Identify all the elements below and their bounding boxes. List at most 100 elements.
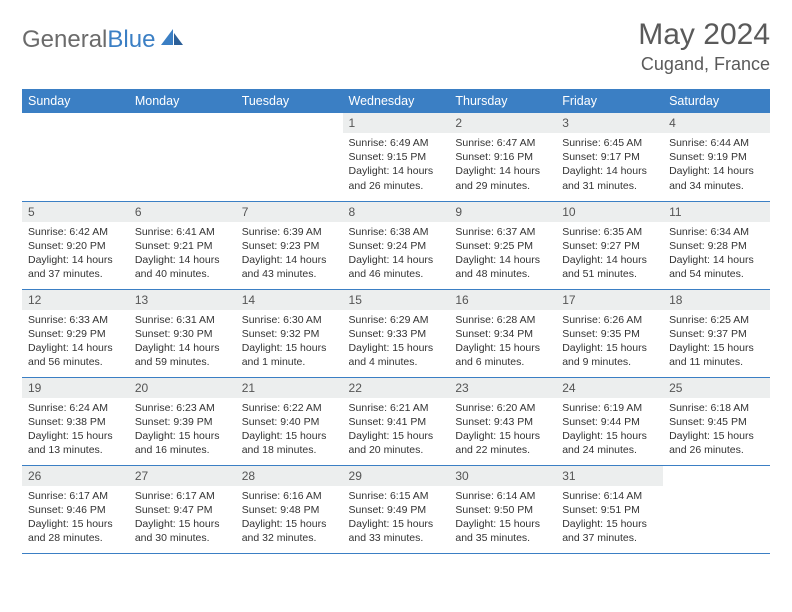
calendar-cell: 23Sunrise: 6:20 AMSunset: 9:43 PMDayligh… xyxy=(449,377,556,465)
day-details: Sunrise: 6:33 AMSunset: 9:29 PMDaylight:… xyxy=(22,310,129,376)
day-number: 2 xyxy=(449,113,556,133)
day-number: 7 xyxy=(236,202,343,222)
day-details: Sunrise: 6:49 AMSunset: 9:15 PMDaylight:… xyxy=(343,133,450,199)
day-number: 9 xyxy=(449,202,556,222)
day-number: 28 xyxy=(236,466,343,486)
calendar-cell: 4Sunrise: 6:44 AMSunset: 9:19 PMDaylight… xyxy=(663,113,770,201)
day-number: 24 xyxy=(556,378,663,398)
logo-part2: Blue xyxy=(107,26,155,53)
header: GeneralBlue May 2024 Cugand, France xyxy=(22,18,770,75)
weekday-header: Tuesday xyxy=(236,89,343,113)
day-details: Sunrise: 6:22 AMSunset: 9:40 PMDaylight:… xyxy=(236,398,343,464)
calendar-cell: 6Sunrise: 6:41 AMSunset: 9:21 PMDaylight… xyxy=(129,201,236,289)
day-details: Sunrise: 6:14 AMSunset: 9:51 PMDaylight:… xyxy=(556,486,663,552)
day-details: Sunrise: 6:16 AMSunset: 9:48 PMDaylight:… xyxy=(236,486,343,552)
calendar-row: 12Sunrise: 6:33 AMSunset: 9:29 PMDayligh… xyxy=(22,289,770,377)
day-number: 17 xyxy=(556,290,663,310)
weekday-header: Friday xyxy=(556,89,663,113)
calendar-row: 1Sunrise: 6:49 AMSunset: 9:15 PMDaylight… xyxy=(22,113,770,201)
calendar-cell xyxy=(129,113,236,201)
day-number: 16 xyxy=(449,290,556,310)
calendar-cell: 2Sunrise: 6:47 AMSunset: 9:16 PMDaylight… xyxy=(449,113,556,201)
day-number: 23 xyxy=(449,378,556,398)
day-number: 6 xyxy=(129,202,236,222)
day-details: Sunrise: 6:18 AMSunset: 9:45 PMDaylight:… xyxy=(663,398,770,464)
day-details: Sunrise: 6:25 AMSunset: 9:37 PMDaylight:… xyxy=(663,310,770,376)
day-details: Sunrise: 6:37 AMSunset: 9:25 PMDaylight:… xyxy=(449,222,556,288)
calendar-row: 19Sunrise: 6:24 AMSunset: 9:38 PMDayligh… xyxy=(22,377,770,465)
day-number: 29 xyxy=(343,466,450,486)
calendar-cell: 3Sunrise: 6:45 AMSunset: 9:17 PMDaylight… xyxy=(556,113,663,201)
day-number: 8 xyxy=(343,202,450,222)
day-details: Sunrise: 6:21 AMSunset: 9:41 PMDaylight:… xyxy=(343,398,450,464)
calendar-cell: 25Sunrise: 6:18 AMSunset: 9:45 PMDayligh… xyxy=(663,377,770,465)
day-number: 21 xyxy=(236,378,343,398)
day-details: Sunrise: 6:15 AMSunset: 9:49 PMDaylight:… xyxy=(343,486,450,552)
day-number: 27 xyxy=(129,466,236,486)
calendar-cell: 28Sunrise: 6:16 AMSunset: 9:48 PMDayligh… xyxy=(236,465,343,553)
weekday-header: Monday xyxy=(129,89,236,113)
calendar-cell: 8Sunrise: 6:38 AMSunset: 9:24 PMDaylight… xyxy=(343,201,450,289)
calendar-cell: 22Sunrise: 6:21 AMSunset: 9:41 PMDayligh… xyxy=(343,377,450,465)
day-number: 25 xyxy=(663,378,770,398)
day-number: 11 xyxy=(663,202,770,222)
day-details: Sunrise: 6:26 AMSunset: 9:35 PMDaylight:… xyxy=(556,310,663,376)
day-number: 18 xyxy=(663,290,770,310)
day-details: Sunrise: 6:29 AMSunset: 9:33 PMDaylight:… xyxy=(343,310,450,376)
day-details: Sunrise: 6:30 AMSunset: 9:32 PMDaylight:… xyxy=(236,310,343,376)
day-number: 1 xyxy=(343,113,450,133)
calendar-cell: 7Sunrise: 6:39 AMSunset: 9:23 PMDaylight… xyxy=(236,201,343,289)
day-details: Sunrise: 6:17 AMSunset: 9:46 PMDaylight:… xyxy=(22,486,129,552)
day-number: 26 xyxy=(22,466,129,486)
title-block: May 2024 Cugand, France xyxy=(638,18,770,75)
day-details: Sunrise: 6:14 AMSunset: 9:50 PMDaylight:… xyxy=(449,486,556,552)
calendar-cell: 11Sunrise: 6:34 AMSunset: 9:28 PMDayligh… xyxy=(663,201,770,289)
day-details: Sunrise: 6:41 AMSunset: 9:21 PMDaylight:… xyxy=(129,222,236,288)
day-number: 19 xyxy=(22,378,129,398)
day-number: 10 xyxy=(556,202,663,222)
day-details: Sunrise: 6:45 AMSunset: 9:17 PMDaylight:… xyxy=(556,133,663,199)
calendar-cell: 29Sunrise: 6:15 AMSunset: 9:49 PMDayligh… xyxy=(343,465,450,553)
day-details: Sunrise: 6:39 AMSunset: 9:23 PMDaylight:… xyxy=(236,222,343,288)
day-details: Sunrise: 6:31 AMSunset: 9:30 PMDaylight:… xyxy=(129,310,236,376)
calendar-cell: 31Sunrise: 6:14 AMSunset: 9:51 PMDayligh… xyxy=(556,465,663,553)
calendar-table: Sunday Monday Tuesday Wednesday Thursday… xyxy=(22,89,770,554)
calendar-cell xyxy=(22,113,129,201)
day-details: Sunrise: 6:28 AMSunset: 9:34 PMDaylight:… xyxy=(449,310,556,376)
calendar-cell: 19Sunrise: 6:24 AMSunset: 9:38 PMDayligh… xyxy=(22,377,129,465)
calendar-cell: 10Sunrise: 6:35 AMSunset: 9:27 PMDayligh… xyxy=(556,201,663,289)
calendar-cell: 14Sunrise: 6:30 AMSunset: 9:32 PMDayligh… xyxy=(236,289,343,377)
calendar-cell: 30Sunrise: 6:14 AMSunset: 9:50 PMDayligh… xyxy=(449,465,556,553)
sail-icon xyxy=(159,27,185,54)
day-number: 14 xyxy=(236,290,343,310)
day-details: Sunrise: 6:23 AMSunset: 9:39 PMDaylight:… xyxy=(129,398,236,464)
day-details: Sunrise: 6:19 AMSunset: 9:44 PMDaylight:… xyxy=(556,398,663,464)
day-number: 20 xyxy=(129,378,236,398)
day-number: 30 xyxy=(449,466,556,486)
day-number: 4 xyxy=(663,113,770,133)
day-number: 12 xyxy=(22,290,129,310)
calendar-cell: 17Sunrise: 6:26 AMSunset: 9:35 PMDayligh… xyxy=(556,289,663,377)
calendar-cell xyxy=(236,113,343,201)
day-details: Sunrise: 6:34 AMSunset: 9:28 PMDaylight:… xyxy=(663,222,770,288)
month-title: May 2024 xyxy=(638,18,770,52)
day-number: 15 xyxy=(343,290,450,310)
calendar-cell: 21Sunrise: 6:22 AMSunset: 9:40 PMDayligh… xyxy=(236,377,343,465)
day-details: Sunrise: 6:44 AMSunset: 9:19 PMDaylight:… xyxy=(663,133,770,199)
weekday-header: Sunday xyxy=(22,89,129,113)
day-details: Sunrise: 6:20 AMSunset: 9:43 PMDaylight:… xyxy=(449,398,556,464)
day-details: Sunrise: 6:42 AMSunset: 9:20 PMDaylight:… xyxy=(22,222,129,288)
day-number: 3 xyxy=(556,113,663,133)
calendar-cell: 26Sunrise: 6:17 AMSunset: 9:46 PMDayligh… xyxy=(22,465,129,553)
day-details: Sunrise: 6:17 AMSunset: 9:47 PMDaylight:… xyxy=(129,486,236,552)
calendar-cell: 13Sunrise: 6:31 AMSunset: 9:30 PMDayligh… xyxy=(129,289,236,377)
calendar-cell: 20Sunrise: 6:23 AMSunset: 9:39 PMDayligh… xyxy=(129,377,236,465)
logo-text: GeneralBlue xyxy=(22,26,155,54)
calendar-cell: 12Sunrise: 6:33 AMSunset: 9:29 PMDayligh… xyxy=(22,289,129,377)
calendar-body: 1Sunrise: 6:49 AMSunset: 9:15 PMDaylight… xyxy=(22,113,770,553)
day-details: Sunrise: 6:47 AMSunset: 9:16 PMDaylight:… xyxy=(449,133,556,199)
weekday-header: Thursday xyxy=(449,89,556,113)
weekday-header: Wednesday xyxy=(343,89,450,113)
day-details: Sunrise: 6:38 AMSunset: 9:24 PMDaylight:… xyxy=(343,222,450,288)
calendar-cell xyxy=(663,465,770,553)
